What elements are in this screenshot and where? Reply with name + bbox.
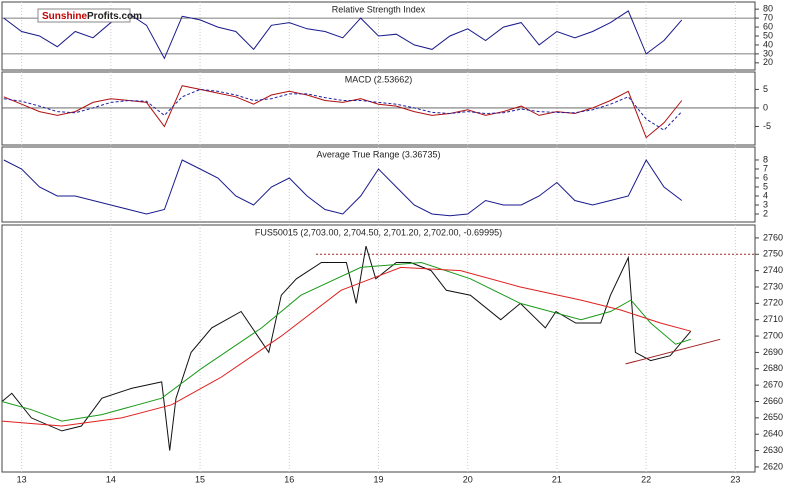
panel-title: Relative Strength Index: [332, 4, 426, 14]
logo-part1: Sunshine: [42, 11, 87, 22]
y-tick-label: 4: [763, 190, 768, 200]
y-tick-label: 2720: [763, 298, 783, 308]
y-tick-label: 50: [763, 30, 773, 40]
y-tick-label: 2690: [763, 347, 783, 357]
x-tick-label: 23: [730, 474, 740, 484]
y-tick-label: 2650: [763, 412, 783, 422]
logo-text: SunshineProfits.com: [42, 11, 142, 22]
y-tick-label: 2680: [763, 363, 783, 373]
y-tick-label: 20: [763, 57, 773, 67]
y-tick-label: -5: [763, 121, 771, 131]
y-tick-label: 3: [763, 199, 768, 209]
x-tick-label: 19: [373, 474, 383, 484]
series-line: [1, 261, 691, 422]
y-tick-label: 2: [763, 208, 768, 218]
series-line: [625, 338, 721, 365]
panel-title: Average True Range (3.36735): [317, 149, 441, 159]
y-tick-label: 8: [763, 154, 768, 164]
series-line: [1, 245, 692, 451]
y-tick-label: 2740: [763, 265, 783, 275]
logo-part2: Profits.com: [87, 11, 142, 22]
y-tick-label: 2760: [763, 232, 783, 242]
y-tick-label: 2700: [763, 330, 783, 340]
y-tick-label: 2640: [763, 429, 783, 439]
x-tick-label: 16: [284, 474, 294, 484]
y-tick-label: 2630: [763, 445, 783, 455]
y-tick-label: 2750: [763, 249, 783, 259]
y-tick-label: 7: [763, 163, 768, 173]
y-tick-label: 2730: [763, 281, 783, 291]
logo-box: [37, 8, 131, 23]
y-tick-label: 5: [763, 181, 768, 191]
logo: SunshineProfits.com: [37, 8, 142, 23]
y-tick-label: 0: [763, 102, 768, 112]
x-tick-label: 20: [463, 474, 473, 484]
x-tick-label: 14: [106, 474, 116, 484]
y-tick-label: 2660: [763, 396, 783, 406]
y-tick-label: 2710: [763, 314, 783, 324]
y-tick-label: 60: [763, 21, 773, 31]
x-tick-label: 21: [552, 474, 562, 484]
y-tick-label: 5: [763, 84, 768, 94]
y-tick-label: 70: [763, 12, 773, 22]
series-line: [3, 88, 683, 131]
x-tick-label: 15: [195, 474, 205, 484]
y-tick-label: 80: [763, 4, 773, 14]
series-line: [3, 158, 683, 217]
y-tick-label: 2620: [763, 461, 783, 471]
panel-title: MACD (2.53662): [345, 74, 413, 84]
x-tick-label: 22: [641, 474, 651, 484]
panel-title: FUS50015 (2,703.00, 2,704.50, 2,701.20, …: [255, 227, 502, 237]
series-line: [1, 266, 691, 427]
y-tick-label: 2670: [763, 380, 783, 390]
y-tick-label: 40: [763, 39, 773, 49]
x-tick-label: 13: [17, 474, 27, 484]
y-tick-label: 30: [763, 48, 773, 58]
y-tick-label: 6: [763, 172, 768, 182]
